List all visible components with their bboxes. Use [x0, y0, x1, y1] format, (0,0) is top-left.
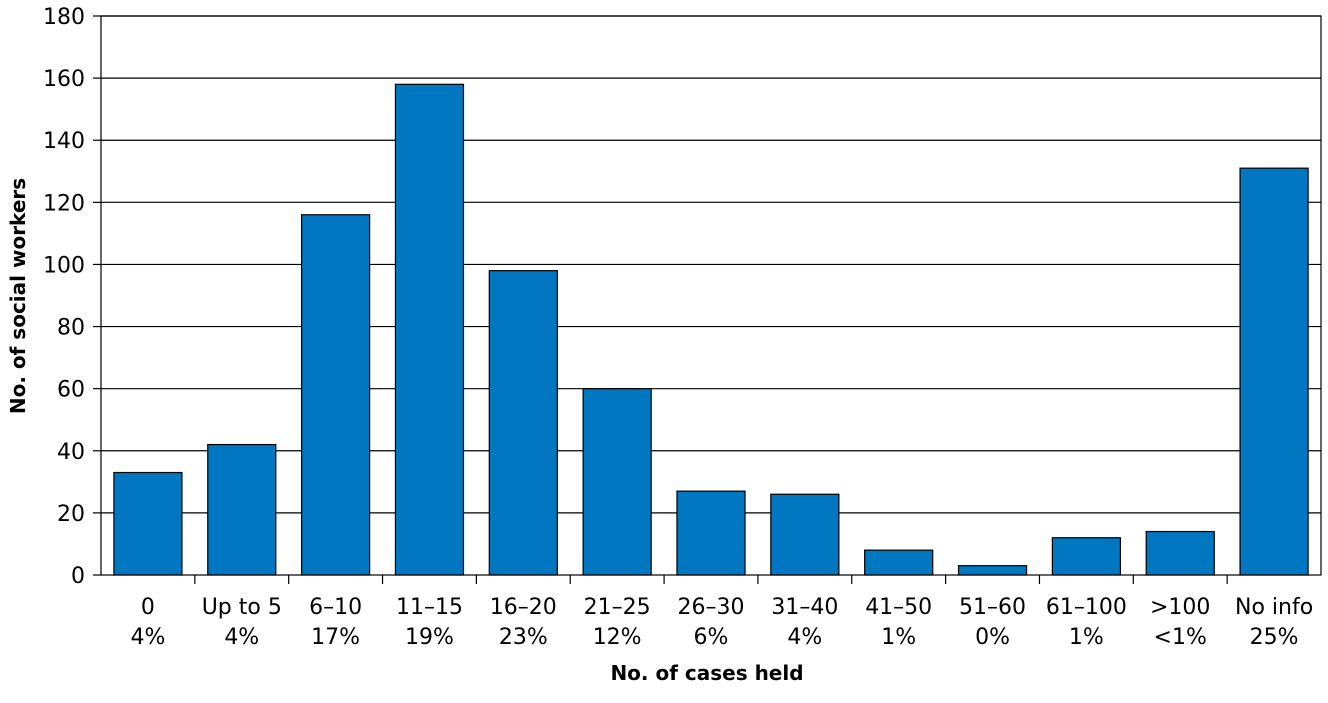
bar-10 [1051, 537, 1122, 576]
bar-11 [1145, 530, 1215, 576]
x-category-label: 31–40 [771, 595, 838, 620]
bar-5 [582, 388, 652, 576]
bar-8 [864, 549, 934, 576]
x-category-label: >100 [1150, 595, 1210, 620]
gridlines [101, 15, 1321, 514]
x-percent-label: 4% [224, 625, 259, 650]
x-percent-label: 19% [405, 625, 454, 650]
x-category-labels: 0 4% Up to 5 4% 6–10 17% 11–15 19% 16–20 23% 21–25… [130, 595, 1313, 650]
y-tick-label: 20 [57, 502, 85, 527]
x-percent-label: 23% [499, 625, 548, 650]
plot-frame [100, 15, 1322, 576]
y-tick-label: 120 [43, 191, 85, 216]
bar-12 [1239, 167, 1309, 576]
y-axis-title: No. of social workers [6, 178, 30, 414]
y-tick-label: 40 [57, 440, 85, 465]
x-category-label: Up to 5 [202, 595, 282, 620]
x-category-label: 0 [141, 595, 155, 620]
y-tick-label: 160 [43, 67, 85, 92]
x-category-label: 61–100 [1046, 595, 1127, 620]
y-tick-label: 0 [71, 564, 85, 589]
x-category-label: 26–30 [678, 595, 745, 620]
x-percent-label: 17% [311, 625, 360, 650]
bar-9 [957, 565, 1028, 576]
y-tick-label: 60 [57, 378, 85, 403]
x-category-label: 41–50 [865, 595, 932, 620]
bar-6 [676, 490, 746, 576]
x-category-label: 16–20 [490, 595, 557, 620]
bar-4 [488, 270, 558, 576]
x-percent-label: <1% [1154, 625, 1207, 650]
x-category-label: 11–15 [396, 595, 463, 620]
bars [113, 83, 1309, 576]
y-tick-label: 140 [43, 129, 85, 154]
x-category-label: No info [1235, 595, 1313, 620]
y-tick-label: 80 [57, 316, 85, 341]
bar-7 [770, 493, 840, 576]
x-percent-label: 12% [593, 625, 642, 650]
x-percent-label: 25% [1250, 625, 1299, 650]
x-percent-label: 0% [975, 625, 1010, 650]
x-percent-label: 4% [130, 625, 165, 650]
bar-0 [113, 471, 183, 576]
y-tick-labels: 0 20 40 60 80 100 120 140 160 180 [43, 5, 85, 589]
bar-2 [300, 214, 371, 576]
x-axis-title: No. of cases held [610, 661, 803, 685]
x-category-label: 51–60 [959, 595, 1026, 620]
y-tick-label: 180 [43, 5, 85, 30]
x-category-label: 21–25 [584, 595, 651, 620]
bar-3 [394, 83, 465, 576]
axes [93, 15, 1322, 584]
x-percent-label: 1% [881, 625, 916, 650]
bar-1 [207, 443, 277, 576]
x-percent-label: 4% [787, 625, 822, 650]
x-category-label: 6–10 [309, 595, 362, 620]
x-percent-label: 6% [694, 625, 729, 650]
x-percent-label: 1% [1069, 625, 1104, 650]
y-tick-label: 100 [43, 253, 85, 278]
